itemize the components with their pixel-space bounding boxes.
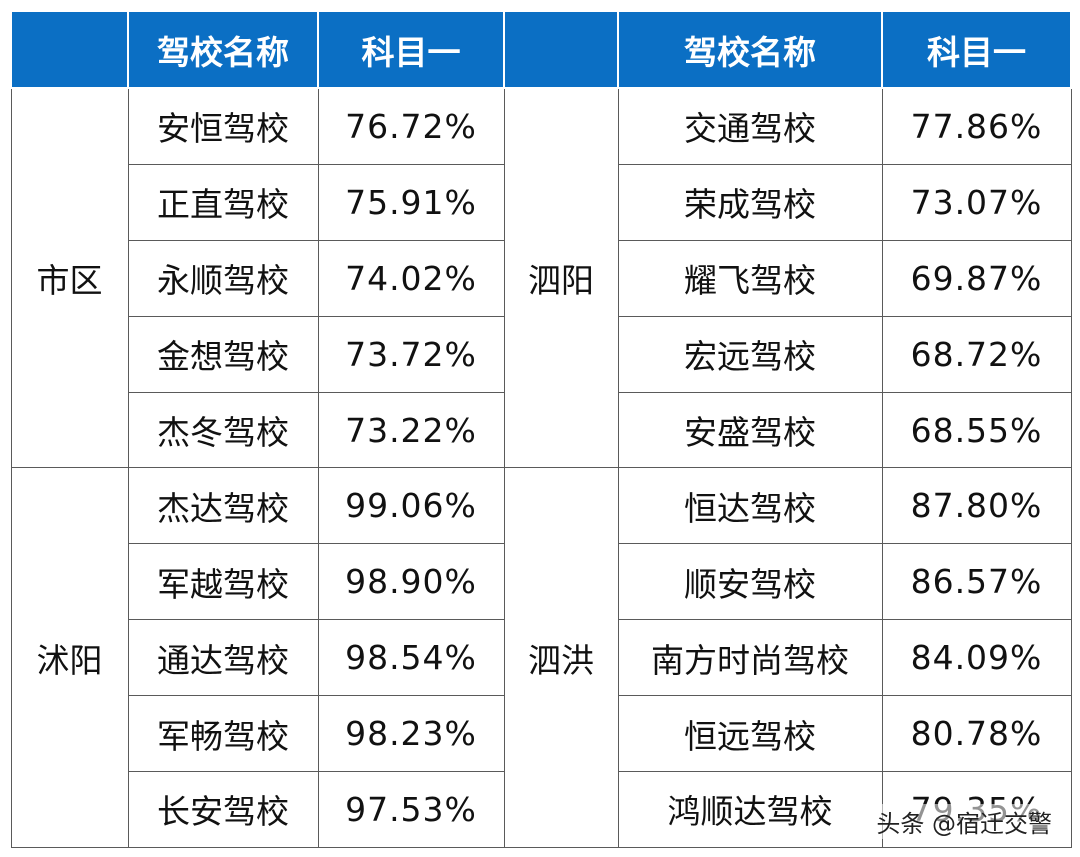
school-name-cell: 交通驾校 <box>617 87 883 165</box>
pass-rate-table: 驾校名称 科目一 驾校名称 科目一 市区 安恒驾校 76.72% 泗阳 交通驾校 77.8… <box>10 10 1072 848</box>
table-row: 金想驾校 73.72% 宏远驾校 68.72% <box>11 315 1072 393</box>
school-name-cell: 军畅驾校 <box>127 695 319 773</box>
table-row: 军越驾校 98.90% 顺安驾校 86.57% <box>11 543 1072 621</box>
header-school-name-right: 驾校名称 <box>617 10 883 89</box>
school-name-cell: 荣成驾校 <box>617 163 883 241</box>
pass-rate-cell: 86.57% <box>881 543 1072 621</box>
table-row: 市区 安恒驾校 76.72% 泗阳 交通驾校 77.86% <box>10 87 1072 469</box>
school-name-cell: 南方时尚驾校 <box>617 619 883 697</box>
pass-rate-cell: 76.72% <box>317 87 505 165</box>
pass-rate-cell: 99.06% <box>317 467 505 545</box>
school-name-cell: 军越驾校 <box>127 543 319 621</box>
pass-rate-cell: 73.22% <box>317 391 505 469</box>
school-name-cell: 金想驾校 <box>127 315 319 393</box>
header-subject-one-right: 科目一 <box>881 10 1072 89</box>
school-name-cell: 杰冬驾校 <box>127 391 319 469</box>
header-row: 驾校名称 科目一 驾校名称 科目一 <box>10 10 1072 89</box>
table-row: 通达驾校 98.54% 南方时尚驾校 84.09% <box>11 619 1072 697</box>
school-name-cell: 恒达驾校 <box>617 467 883 545</box>
header-region-left <box>10 10 129 89</box>
watermark: 头条 @宿迁交警 <box>870 804 1058 839</box>
table-body: 市区 安恒驾校 76.72% 泗阳 交通驾校 77.86% 正直驾校 75.91% 荣成驾校 73… <box>10 87 1072 848</box>
school-name-cell: 宏远驾校 <box>617 315 883 393</box>
pass-rate-cell: 68.55% <box>881 391 1072 469</box>
header-region-right <box>503 10 619 89</box>
school-name-cell: 通达驾校 <box>127 619 319 697</box>
pass-rate-cell: 98.23% <box>317 695 505 773</box>
school-name-cell: 正直驾校 <box>127 163 319 241</box>
pass-rate-cell: 73.72% <box>317 315 505 393</box>
pass-rate-cell: 98.90% <box>317 543 505 621</box>
table-row: 军畅驾校 98.23% 恒远驾校 80.78% <box>11 695 1072 773</box>
table-row: 杰冬驾校 73.22% 安盛驾校 68.55% <box>11 391 1072 469</box>
school-name-cell: 耀飞驾校 <box>617 239 883 317</box>
pass-rate-cell: 74.02% <box>317 239 505 317</box>
pass-rate-cell: 84.09% <box>881 619 1072 697</box>
region-cell-left: 沭阳 <box>10 467 129 848</box>
pass-rate-cell: 97.53% <box>317 771 505 848</box>
pass-rate-cell: 75.91% <box>317 163 505 241</box>
pass-rate-cell: 69.87% <box>881 239 1072 317</box>
table-row: 沭阳 杰达驾校 99.06% 泗洪 恒达驾校 87.80% <box>10 467 1072 848</box>
pass-rate-cell: 80.78% <box>881 695 1072 773</box>
school-name-cell: 安盛驾校 <box>617 391 883 469</box>
school-name-cell: 鸿顺达驾校 <box>617 771 883 848</box>
header-school-name-left: 驾校名称 <box>127 10 319 89</box>
pass-rate-cell: 98.54% <box>317 619 505 697</box>
pass-rate-cell: 73.07% <box>881 163 1072 241</box>
region-cell-right: 泗洪 <box>503 467 619 848</box>
pass-rate-cell: 68.72% <box>881 315 1072 393</box>
region-cell-left: 市区 <box>10 87 129 469</box>
school-name-cell: 恒远驾校 <box>617 695 883 773</box>
region-cell-right: 泗阳 <box>503 87 619 469</box>
school-name-cell: 杰达驾校 <box>127 467 319 545</box>
school-name-cell: 长安驾校 <box>127 771 319 848</box>
header-subject-one-left: 科目一 <box>317 10 505 89</box>
school-name-cell: 永顺驾校 <box>127 239 319 317</box>
pass-rate-cell: 77.86% <box>881 87 1072 165</box>
pass-rate-cell: 87.80% <box>881 467 1072 545</box>
school-name-cell: 顺安驾校 <box>617 543 883 621</box>
school-name-cell: 安恒驾校 <box>127 87 319 165</box>
